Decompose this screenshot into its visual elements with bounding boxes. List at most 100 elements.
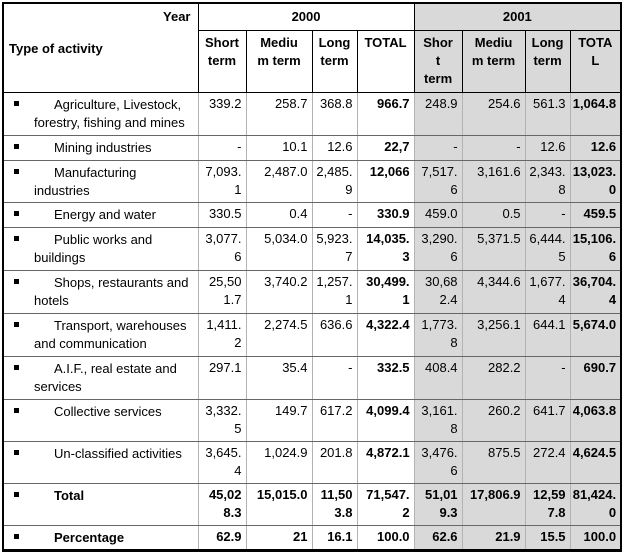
value-cell: 35.4: [245, 356, 313, 400]
value-cell: 636.6: [311, 313, 358, 357]
value-cell: 3,290.6: [413, 227, 463, 272]
value-cell: 641.7: [524, 398, 571, 442]
table-row: Manufacturing industries 7,093.1 2,487.0 2,…: [2, 159, 622, 204]
table-row: Collective services 3,332.5 149.7 617.2 4,09…: [2, 398, 622, 442]
table-body: Agriculture, Livestock, forestry, fishin…: [2, 91, 622, 552]
bullet-icon: [14, 143, 19, 149]
bullet-icon: [14, 211, 19, 217]
value-cell: 30,682.4: [413, 270, 463, 315]
table-row: Public works and buildings 3,077.6 5,034.0…: [2, 227, 622, 272]
value-cell: 36,704.4: [569, 270, 622, 315]
value-cell: 12.6: [569, 134, 622, 161]
value-cell: 4,063.8: [569, 398, 622, 442]
value-cell: 408.4: [413, 356, 463, 400]
value-cell: 10.1: [245, 134, 313, 161]
activity-label-cell: Un-classified activities: [2, 440, 199, 484]
value-cell: -: [524, 202, 571, 229]
activity-label: Public works and buildings: [34, 232, 153, 266]
activity-label: Un-classified activities: [54, 445, 182, 461]
value-cell: 2,485.9: [311, 159, 358, 204]
value-cell: 2,274.5: [245, 313, 313, 357]
table-row: Shops, restaurants and hotels 25,501.7 3,7…: [2, 270, 622, 315]
value-cell: 4,872.1: [356, 440, 415, 484]
col-header-2001-long-term: Long term: [524, 29, 571, 93]
value-cell: 100.0: [356, 524, 415, 552]
value-cell: 30,499.1: [356, 270, 415, 315]
value-cell: 62.6: [413, 524, 463, 552]
value-cell: 260.2: [461, 398, 526, 442]
value-cell: 51,019.3: [413, 482, 463, 526]
bullet-icon: [14, 279, 19, 285]
value-cell: 368.8: [311, 91, 358, 136]
value-cell: 561.3: [524, 91, 571, 136]
activity-label-cell: Total: [2, 482, 199, 526]
value-cell: 2,343.8: [524, 159, 571, 204]
table-row: Transport, warehouses and communication 1…: [2, 313, 622, 357]
table-row: Percentage 62.9 21 16.1 100.0 62.6 21.9 15.5 100…: [2, 524, 622, 552]
value-cell: 272.4: [524, 440, 571, 484]
value-cell: 7,517.6: [413, 159, 463, 204]
activity-label: Shops, restaurants and hotels: [34, 275, 189, 309]
bullet-icon: [14, 100, 19, 106]
value-cell: 5,371.5: [461, 227, 526, 272]
activity-label-cell: Mining industries: [2, 134, 199, 161]
activity-label-cell: Collective services: [2, 398, 199, 442]
value-cell: 3,256.1: [461, 313, 526, 357]
value-cell: 248.9: [413, 91, 463, 136]
activity-label-cell: A.I.F., real estate and services: [2, 356, 199, 400]
col-header-2000-total: TOTAL: [356, 29, 415, 93]
year-header-row: Year Type of activity 2000 2001: [2, 2, 622, 93]
value-cell: -: [413, 134, 463, 161]
value-cell: 3,161.6: [461, 159, 526, 204]
value-cell: 16.1: [311, 524, 358, 552]
bullet-icon: [14, 491, 19, 497]
value-cell: 81,424.0: [569, 482, 622, 526]
value-cell: -: [311, 202, 358, 229]
value-cell: 330.5: [197, 202, 247, 229]
table-row: Mining industries -10.1 12.6 22,7- -12.6 12.6: [2, 134, 622, 161]
activity-label-cell: Percentage: [2, 524, 199, 552]
activity-label-cell: Transport, warehouses and communication: [2, 313, 199, 357]
value-cell: 4,099.4: [356, 398, 415, 442]
activity-label: Collective services: [54, 403, 162, 419]
value-cell: 5,674.0: [569, 313, 622, 357]
value-cell: 2,487.0: [245, 159, 313, 204]
value-cell: -: [311, 356, 358, 400]
value-cell: 14,035.3: [356, 227, 415, 272]
value-cell: 3,476.6: [413, 440, 463, 484]
activity-label-cell: Agriculture, Livestock, forestry, fishin…: [2, 91, 199, 136]
table-row: Energy and water 330.5 0.4-330.9 459.0 0.5-4…: [2, 202, 622, 229]
value-cell: 100.0: [569, 524, 622, 552]
value-cell: 0.4: [245, 202, 313, 229]
bullet-icon: [14, 322, 19, 328]
bullet-icon: [14, 407, 19, 413]
value-cell: 22,7: [356, 134, 415, 161]
value-cell: 4,322.4: [356, 313, 415, 357]
bullet-icon: [14, 365, 19, 370]
value-cell: 459.0: [413, 202, 463, 229]
table-row: Un-classified activities 3,645.4 1,024.9 20…: [2, 440, 622, 484]
value-cell: 617.2: [311, 398, 358, 442]
bullet-icon: [14, 449, 19, 455]
value-cell: 0.5: [461, 202, 526, 229]
value-cell: 258.7: [245, 91, 313, 136]
value-cell: 12,597.8: [524, 482, 571, 526]
value-cell: 62.9: [197, 524, 247, 552]
value-cell: 11,503.8: [311, 482, 358, 526]
value-cell: 21.9: [461, 524, 526, 552]
year-label: Year: [163, 9, 191, 24]
type-of-activity-label: Type of activity: [9, 40, 103, 56]
activity-label: Percentage: [54, 529, 125, 545]
bullet-icon: [14, 168, 19, 174]
value-cell: -: [524, 356, 571, 400]
value-cell: 644.1: [524, 313, 571, 357]
year-2001-group-header: 2001: [413, 2, 622, 31]
value-cell: -: [197, 134, 247, 161]
activity-label-cell: Shops, restaurants and hotels: [2, 270, 199, 315]
corner-cell: Year Type of activity: [2, 2, 199, 93]
value-cell: 1,024.9: [245, 440, 313, 484]
value-cell: 966.7: [356, 91, 415, 136]
value-cell: 25,501.7: [197, 270, 247, 315]
bullet-icon: [14, 533, 19, 539]
value-cell: 1,677.4: [524, 270, 571, 315]
